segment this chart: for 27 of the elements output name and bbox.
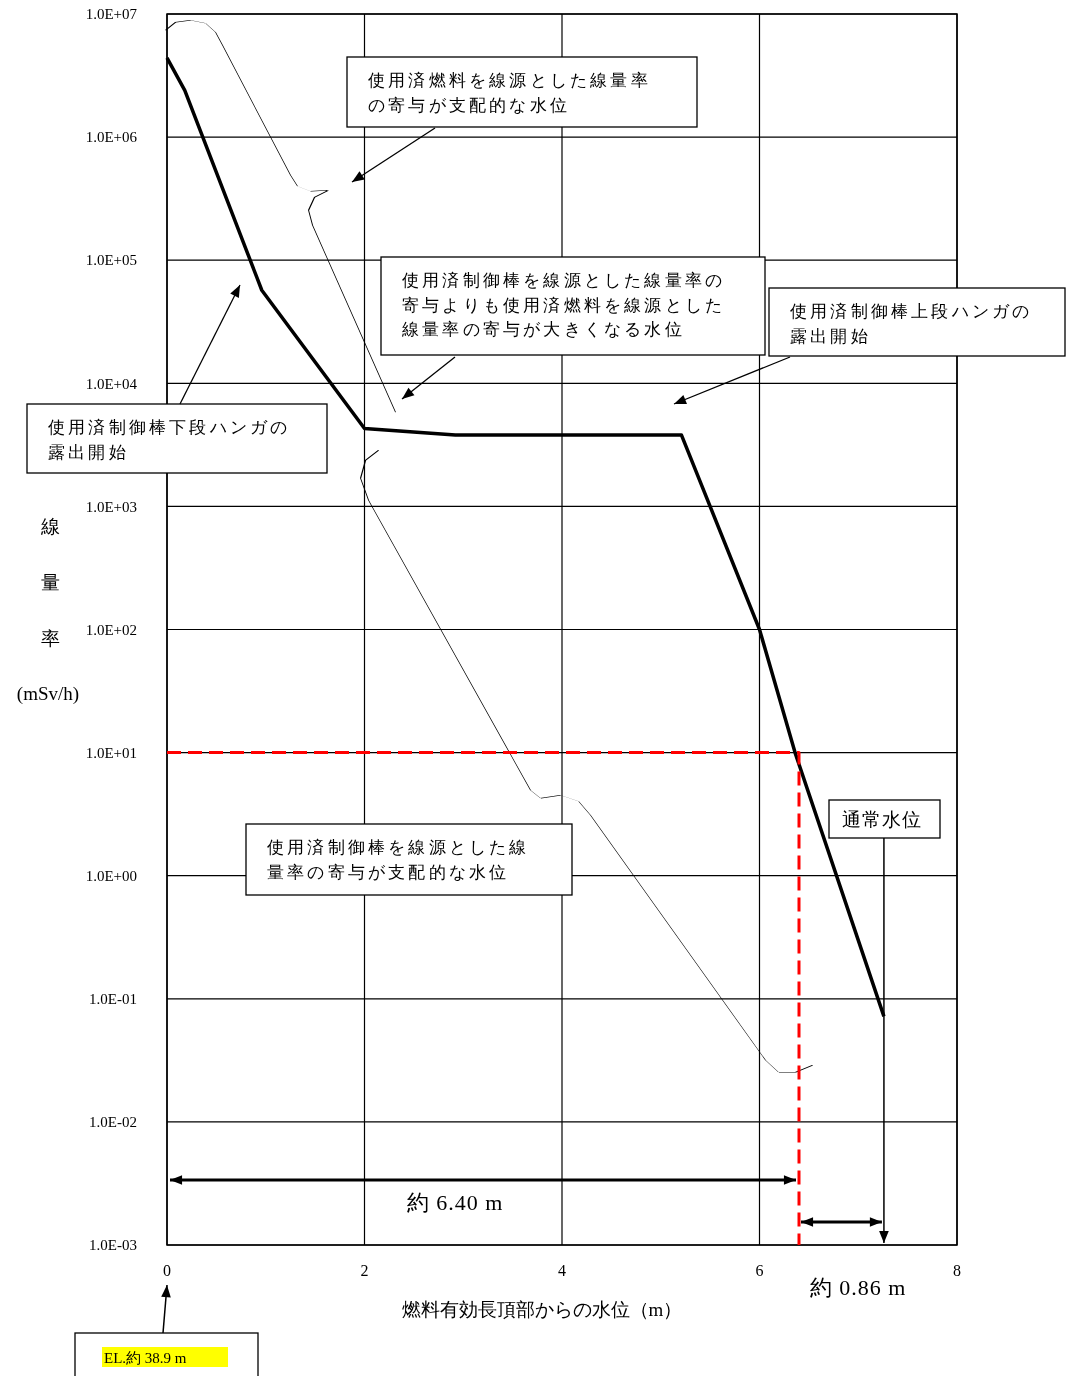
- y-tick-label: 1.0E-03: [89, 1237, 137, 1254]
- x-tick-label: 8: [953, 1262, 961, 1279]
- text: 約 0.86 m: [809, 1275, 907, 1300]
- y-tick-label: 1.0E-01: [89, 991, 137, 1008]
- annotation: 約 6.40 m: [406, 1190, 504, 1215]
- annotation: 使用済制御棒下段ハンガの露出開始: [48, 418, 291, 462]
- y-tick-label: 1.0E+05: [85, 252, 137, 269]
- y-tick-label: 1.0E+01: [85, 744, 137, 761]
- text: 線量率(mSv/h): [16, 516, 80, 704]
- y-tick-label: 1.0E-02: [89, 1114, 137, 1131]
- x-tick-label: 4: [558, 1262, 566, 1279]
- y-tick-label: 1.0E+06: [85, 129, 138, 146]
- x-axis-title: 燃料有効長頂部からの水位（m）: [401, 1299, 683, 1320]
- y-tick-label: 1.0E+02: [85, 621, 137, 638]
- text: EL.約 38.9 m: [104, 1350, 187, 1366]
- x-tick-label: 6: [755, 1262, 764, 1279]
- y-tick-label: 1.0E+04: [85, 375, 138, 392]
- annotation: 使用済制御棒上段ハンガの露出開始: [790, 302, 1033, 346]
- annotation: 通常水位: [842, 809, 922, 830]
- annotation: 使用済制御棒を線源とした線量率の寄与よりも使用済燃料を線源とした線量率の寄与が大きくなる水位: [401, 271, 726, 339]
- annotation: 使用済燃料を線源とした線量率の寄与が支配的な水位: [368, 71, 651, 115]
- y-tick-label: 1.0E+03: [85, 498, 137, 515]
- y-tick-label: 1.0E+00: [85, 867, 137, 884]
- annotation: 使用済制御棒を線源とした線量率の寄与が支配的な水位: [267, 838, 530, 882]
- x-tick-label: 2: [360, 1262, 369, 1279]
- x-tick-label: 0: [163, 1262, 171, 1279]
- y-tick-label: 1.0E+07: [85, 6, 138, 23]
